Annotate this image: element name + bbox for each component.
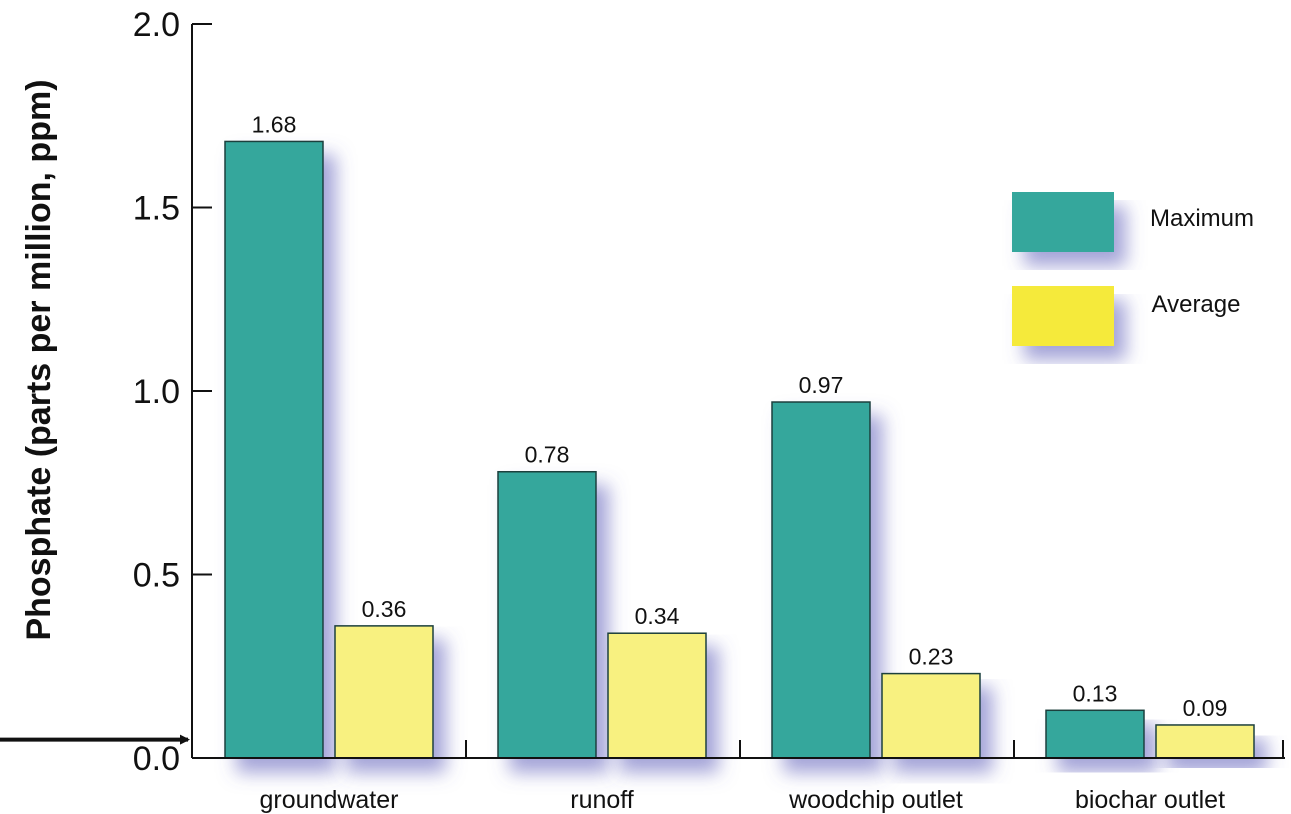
y-tick-label: 0.0 [133, 740, 180, 778]
bar-maximum-runoff [497, 470, 597, 759]
legend-label-average: Average [1152, 291, 1241, 318]
bar-average-groundwater [334, 625, 434, 759]
y-tick-label: 2.0 [133, 6, 180, 44]
x-tick-label: biochar outlet [1075, 786, 1225, 814]
x-tick-label: groundwater [260, 786, 399, 814]
data-label: 0.13 [1073, 680, 1118, 706]
legend-swatch-average [1012, 286, 1114, 346]
y-tick-label: 1.0 [133, 373, 180, 411]
labels-layer: 1.68 0.78 0.97 0.13 0.36 0.34 0.23 0.09 0.0 0.5 1.… [133, 6, 1228, 814]
data-label: 1.68 [252, 111, 297, 137]
legend: Maximum Average [1012, 192, 1254, 346]
data-label: 0.23 [909, 644, 954, 670]
bar-average-runoff [607, 632, 707, 759]
bar-maximum-woodchip-outlet [771, 401, 871, 759]
legend-swatch-maximum [1012, 192, 1114, 252]
y-tick-label: 0.5 [133, 557, 180, 595]
data-label: 0.97 [799, 372, 844, 398]
bars-layer [224, 140, 1255, 759]
y-axis-title: Phosphate (parts per million, ppm) [20, 79, 58, 640]
data-label: 0.09 [1183, 695, 1228, 721]
y-tick-label: 1.5 [133, 190, 180, 228]
data-label: 0.34 [635, 603, 680, 629]
data-label: 0.36 [362, 596, 407, 622]
x-tick-label: runoff [570, 786, 634, 814]
legend-label-maximum: Maximum [1150, 205, 1254, 232]
bar-maximum-biochar-outlet [1045, 709, 1145, 759]
data-label: 0.78 [525, 442, 570, 468]
x-tick-label: woodchip outlet [788, 786, 963, 814]
axes-layer [0, 23, 1285, 759]
bar-average-woodchip-outlet [881, 672, 981, 759]
bar-average-biochar-outlet [1155, 724, 1255, 759]
bar-maximum-groundwater [224, 140, 324, 759]
